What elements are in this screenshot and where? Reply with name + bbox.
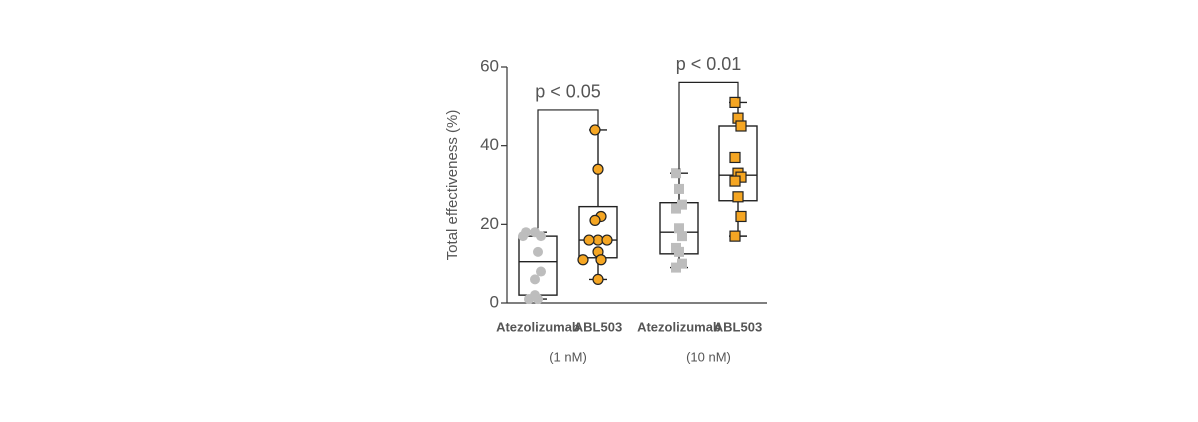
- data-point: [674, 246, 684, 257]
- data-point: [729, 96, 741, 109]
- box: [518, 235, 558, 296]
- data-point: [677, 199, 687, 210]
- data-point: [533, 246, 543, 257]
- group-label: (1 nM): [549, 349, 587, 364]
- data-point: [536, 266, 546, 277]
- data-point: [518, 231, 528, 242]
- box: [718, 125, 758, 202]
- data-point: [677, 231, 687, 242]
- y-axis-label: Total effectiveness (%): [444, 110, 461, 261]
- data-point: [577, 254, 589, 266]
- y-tick-label: 20: [480, 214, 499, 233]
- x-tick-label: Atezolizumab: [496, 319, 580, 334]
- data-point: [536, 231, 546, 242]
- data-point: [671, 168, 681, 179]
- data-point: [674, 183, 684, 194]
- data-point: [729, 230, 741, 242]
- data-point: [674, 223, 684, 234]
- y-tick-label: 40: [480, 135, 499, 154]
- data-point: [735, 120, 747, 132]
- significance-bracket: [537, 109, 599, 229]
- significance-label: p < 0.01: [676, 54, 742, 74]
- data-point: [677, 258, 687, 269]
- data-point: [583, 234, 595, 246]
- y-tick-label: 0: [490, 292, 499, 311]
- data-point: [729, 175, 741, 187]
- data-point: [595, 254, 607, 266]
- y-tick-label: 60: [480, 56, 499, 75]
- data-point: [671, 262, 681, 273]
- data-point: [735, 210, 747, 223]
- x-tick-label: Atezolizumab: [637, 319, 721, 334]
- x-tick-label: ABL503: [574, 319, 622, 334]
- group-label: (10 nM): [686, 349, 731, 364]
- data-point: [732, 191, 744, 203]
- significance-bracket: [678, 81, 739, 170]
- data-point: [592, 273, 604, 285]
- data-point: [530, 290, 540, 301]
- data-point: [671, 203, 681, 214]
- x-tick-label: ABL503: [714, 319, 762, 334]
- data-point: [601, 234, 613, 246]
- data-point: [729, 151, 741, 164]
- data-point: [530, 274, 540, 285]
- data-point: [589, 124, 601, 136]
- data-point: [592, 163, 604, 175]
- significance-label: p < 0.05: [535, 82, 601, 102]
- data-point: [589, 214, 601, 226]
